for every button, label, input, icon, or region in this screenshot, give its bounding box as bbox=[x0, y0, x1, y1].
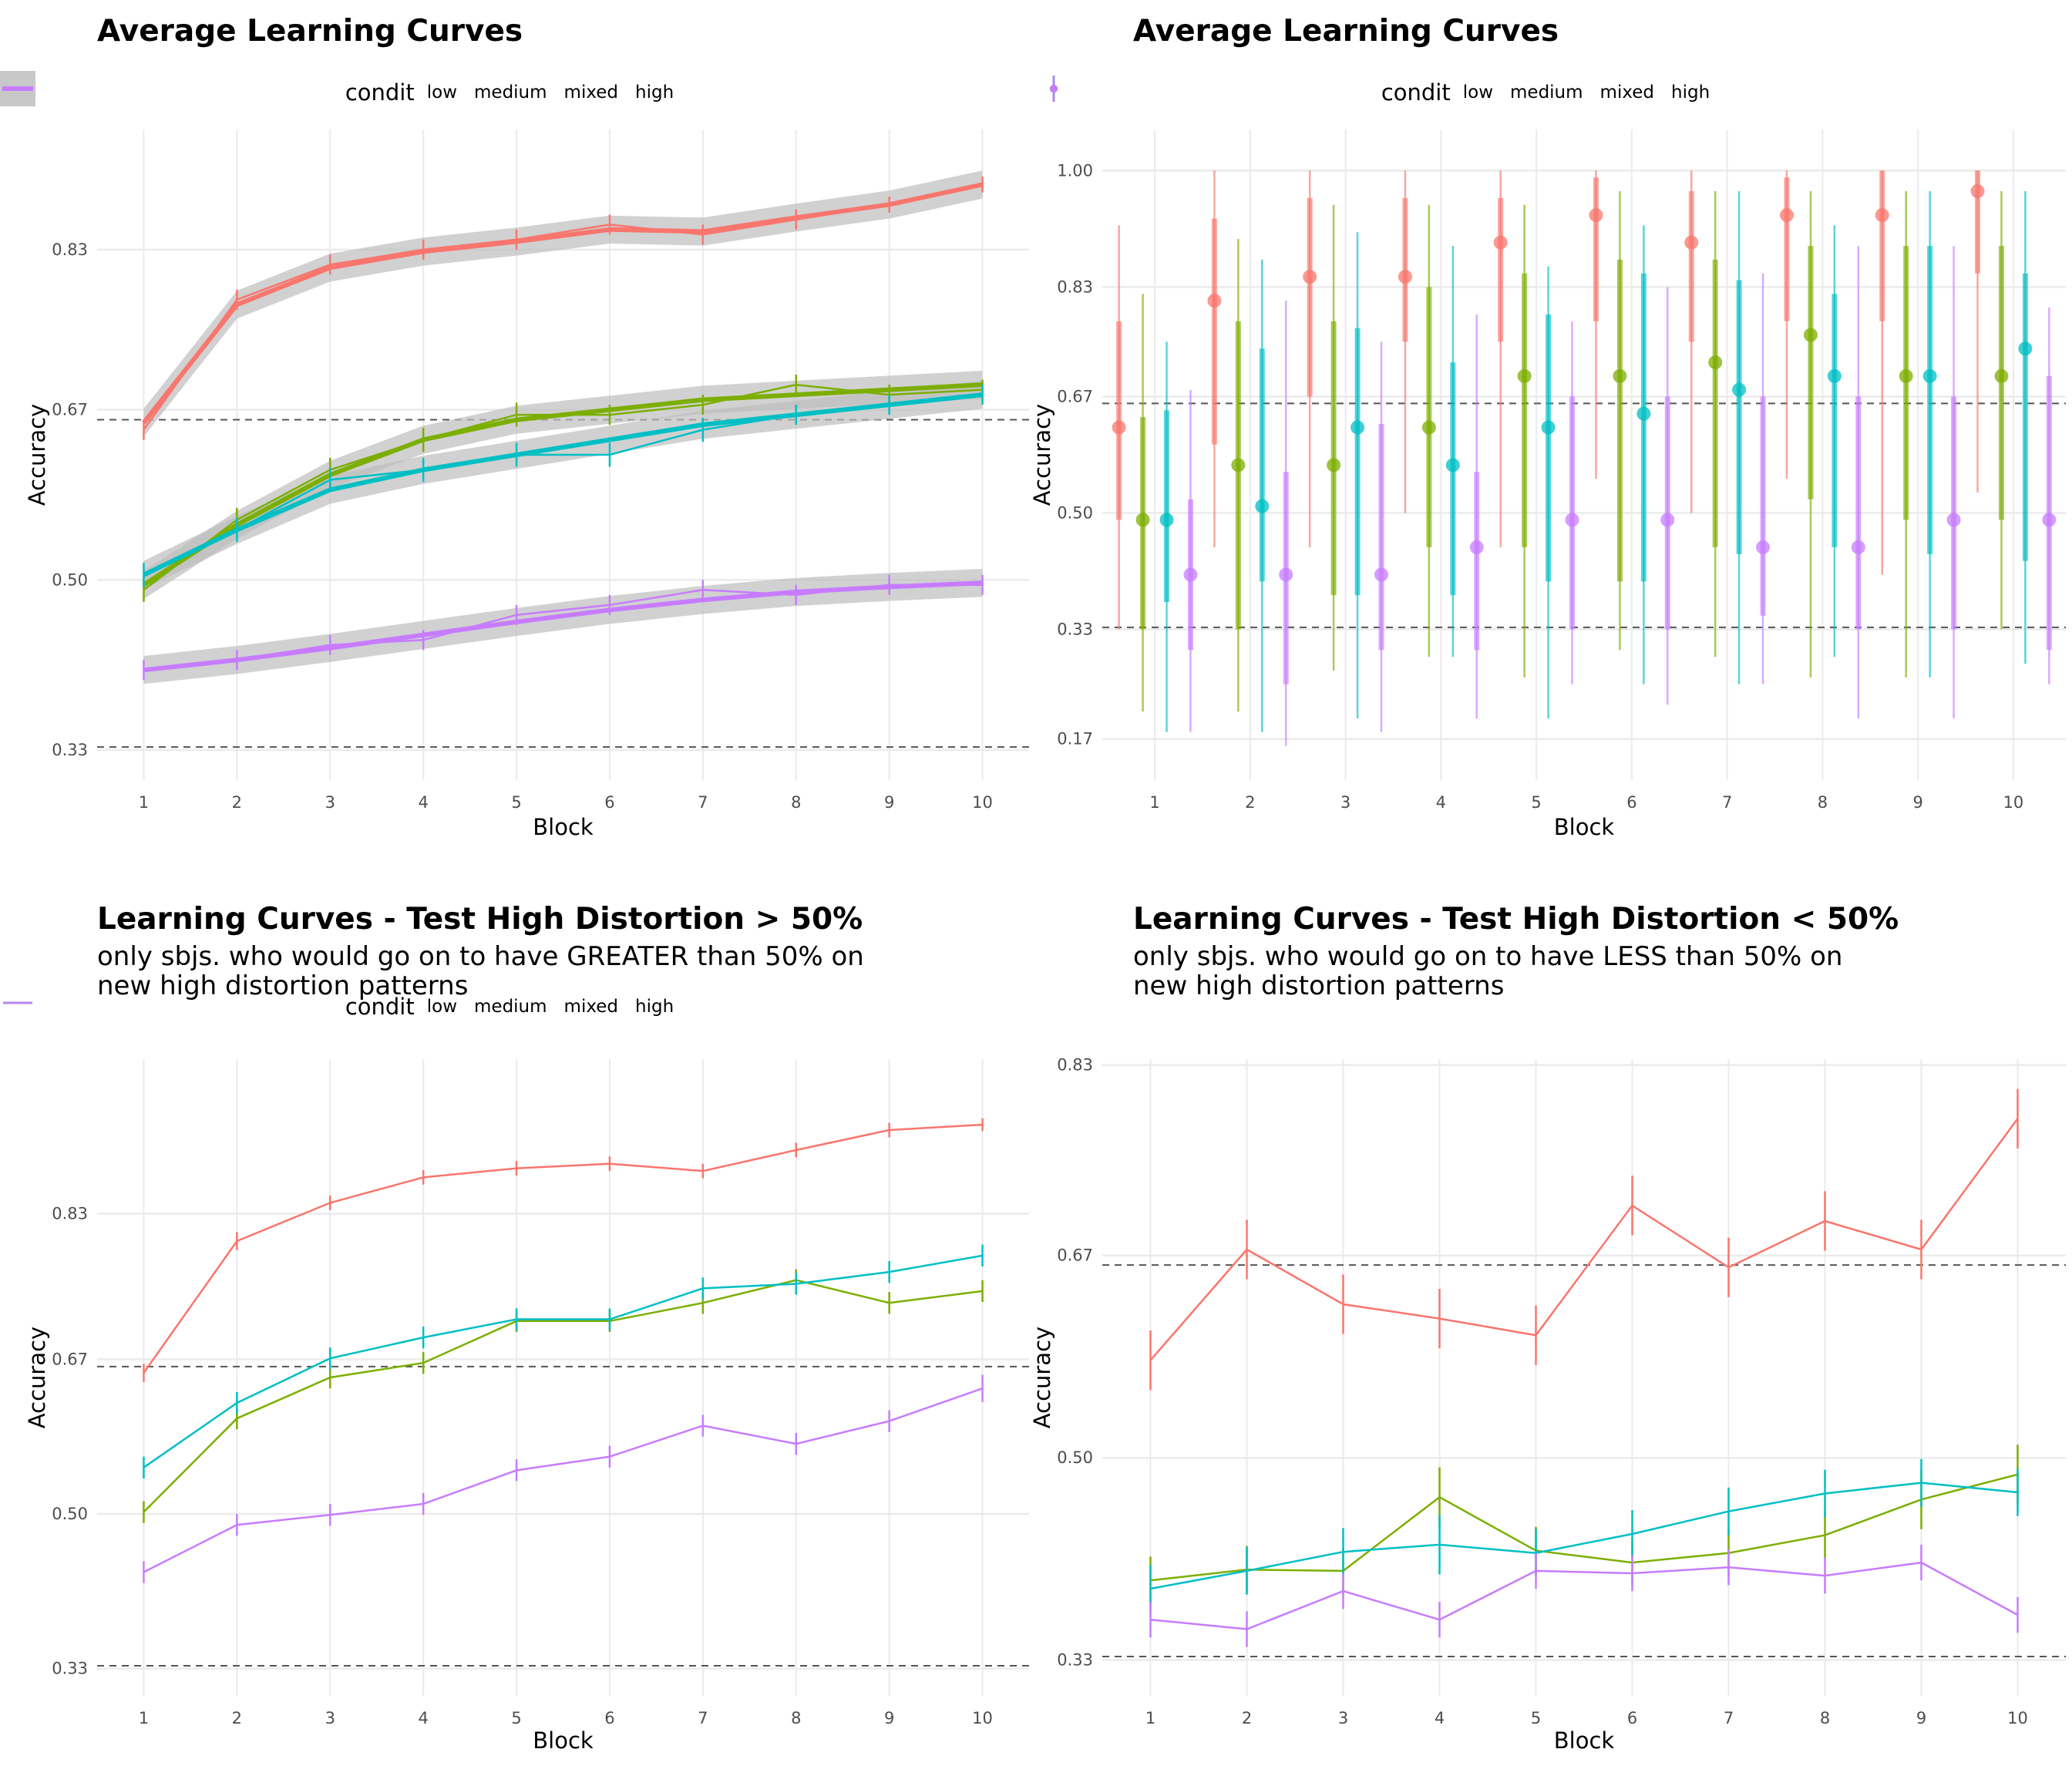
legend-item-mixed: mixed bbox=[3, 997, 618, 1017]
chart-title: Average Learning Curves bbox=[1133, 14, 1559, 49]
chart-subtitle: only sbjs. who would go on to have GREAT… bbox=[97, 941, 864, 1001]
legend-item-mixed: mixed bbox=[1050, 76, 1654, 103]
legend-label: low bbox=[1462, 82, 1494, 103]
legend-label: mixed bbox=[563, 82, 618, 103]
legend-label: medium bbox=[474, 997, 547, 1017]
chart-subtitle: only sbjs. who would go on to have LESS … bbox=[1133, 941, 1843, 1001]
legend-item-mixed: mixed bbox=[0, 71, 618, 106]
chart-title: Average Learning Curves bbox=[97, 14, 523, 49]
legend-label: high bbox=[635, 82, 674, 103]
legend-item-high: high bbox=[3, 997, 674, 1017]
legend-item-high: high bbox=[0, 71, 674, 106]
panel-less-50: Learning Curves - Test High Distortion <… bbox=[1036, 888, 2072, 1776]
legend-item-medium: medium bbox=[0, 71, 547, 106]
legend-label: medium bbox=[474, 82, 547, 103]
legend-label: medium bbox=[1510, 82, 1583, 103]
panel-greater-50: Learning Curves - Test High Distortion >… bbox=[0, 888, 1036, 1776]
legend-title: condit bbox=[1381, 79, 1451, 106]
legend-label: high bbox=[1671, 82, 1710, 103]
legend-title: condit bbox=[345, 994, 415, 1020]
legend-item-low: low bbox=[1050, 76, 1494, 103]
legend-label: mixed bbox=[1599, 82, 1654, 103]
legend-label: mixed bbox=[563, 997, 618, 1017]
legend-item-high: high bbox=[1050, 76, 1710, 103]
legend: condit low medium mixed high bbox=[0, 71, 1036, 114]
legend-item-medium: medium bbox=[3, 997, 547, 1017]
legend-label: high bbox=[635, 997, 674, 1017]
chart-title: Learning Curves - Test High Distortion <… bbox=[1133, 902, 1899, 937]
legend-label: low bbox=[426, 997, 458, 1017]
legend: condit low medium mixed high bbox=[1036, 71, 2072, 114]
legend-key bbox=[0, 71, 35, 106]
legend-key bbox=[1050, 76, 1058, 102]
legend-item-low: low bbox=[0, 71, 458, 106]
legend-item-medium: medium bbox=[1050, 76, 1583, 103]
legend-title: condit bbox=[345, 79, 415, 106]
panel-avg-smooth: Average Learning Curves condit low medium m… bbox=[0, 0, 1036, 888]
legend-item-low: low bbox=[3, 997, 458, 1017]
chart-title: Learning Curves - Test High Distortion >… bbox=[97, 902, 863, 937]
panel-avg-pointrange: Average Learning Curves condit low medium m… bbox=[1036, 0, 2072, 888]
legend: condit low medium mixed high bbox=[0, 985, 1036, 1028]
legend-key bbox=[3, 1001, 32, 1004]
legend-label: low bbox=[426, 82, 458, 103]
